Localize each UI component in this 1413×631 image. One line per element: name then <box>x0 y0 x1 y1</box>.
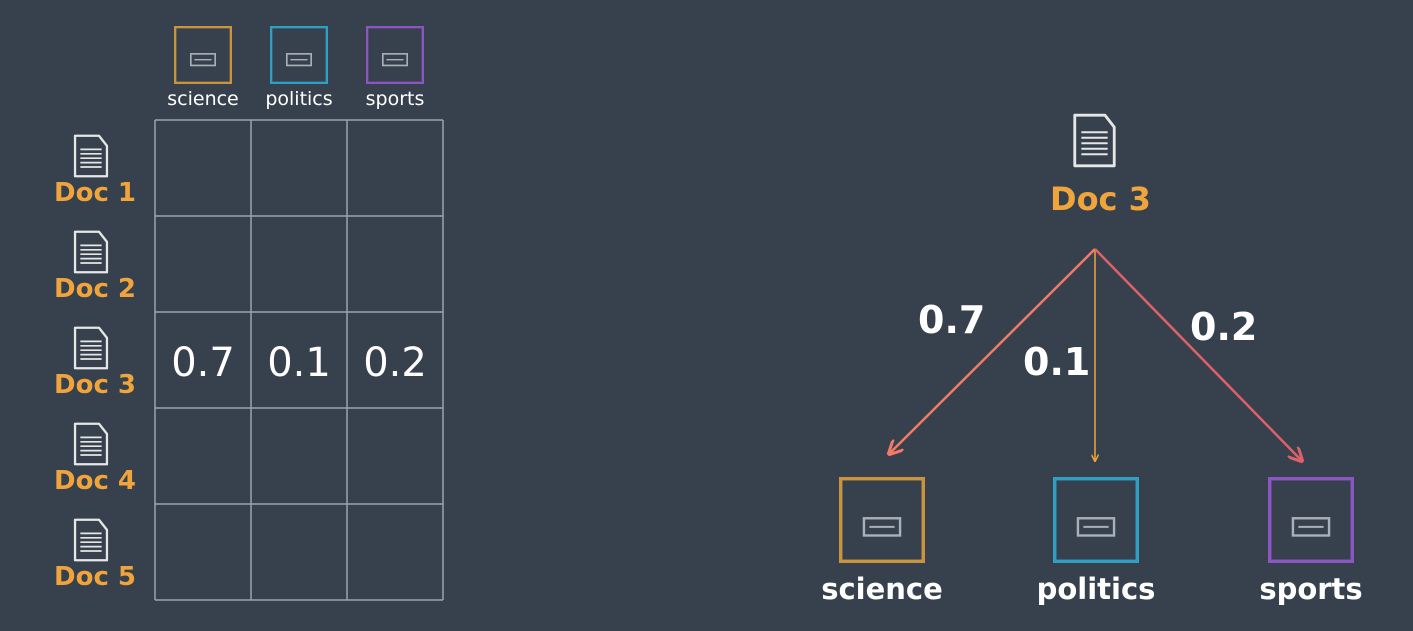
target-topic-label: science <box>821 572 943 606</box>
doc-row-label: Doc 1 <box>54 178 136 208</box>
edge-weight-label: 0.7 <box>918 298 986 342</box>
edge-weight-label: 0.2 <box>1190 305 1258 349</box>
topic-box-icon <box>173 25 233 85</box>
document-icon <box>72 422 110 466</box>
target-topic-label: politics <box>1036 572 1156 606</box>
doc-row-label: Doc 5 <box>54 562 136 592</box>
matrix-cell-value: 0.2 <box>363 340 427 386</box>
doc-row-label: Doc 3 <box>54 370 136 400</box>
edge-arrow <box>1094 248 1302 461</box>
edge-weight-label: 0.1 <box>1023 340 1091 384</box>
topic-box-icon <box>839 477 925 563</box>
document-icon <box>72 230 110 274</box>
topic-box-icon <box>365 25 425 85</box>
edge-arrow <box>889 248 1096 454</box>
topic-header-label: science <box>167 88 239 110</box>
target-topic-label: sports <box>1259 572 1363 606</box>
topic-box-icon <box>1268 477 1354 563</box>
root-doc-label: Doc 3 <box>1050 180 1151 218</box>
document-icon <box>72 326 110 370</box>
doc-row-label: Doc 2 <box>54 274 136 304</box>
document-icon <box>1071 113 1118 168</box>
document-icon <box>72 518 110 562</box>
matrix-cell-value: 0.7 <box>171 340 235 386</box>
topic-box-icon <box>1053 477 1139 563</box>
topic-box-icon <box>269 25 329 85</box>
topic-header-label: politics <box>265 88 333 110</box>
topic-header-label: sports <box>365 88 425 110</box>
matrix-cell-value: 0.1 <box>267 340 331 386</box>
doc-row-label: Doc 4 <box>54 466 136 496</box>
document-icon <box>72 134 110 178</box>
